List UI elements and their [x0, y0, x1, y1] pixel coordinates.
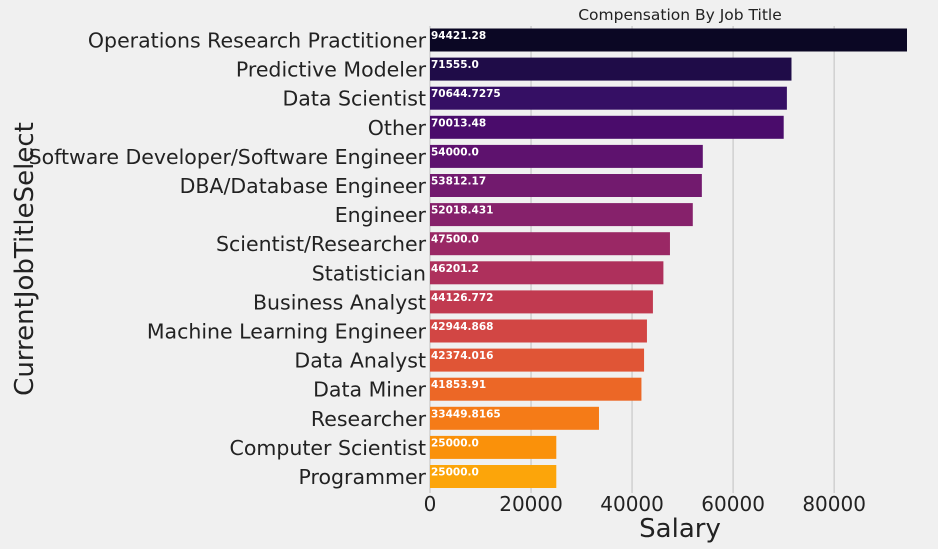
category-label: Operations Research Practitioner: [88, 29, 427, 53]
data-label: 70644.7275: [431, 88, 501, 100]
category-label: DBA/Database Engineer: [180, 174, 427, 198]
x-tick-labels: 0 20000 40000 60000 80000: [424, 492, 866, 516]
x-tick-label: 20000: [499, 492, 563, 516]
data-label: 44126.772: [431, 292, 493, 304]
data-label: 46201.2: [431, 263, 479, 275]
bar: [430, 465, 557, 488]
category-label: Machine Learning Engineer: [147, 320, 427, 344]
data-label: 53812.17: [431, 176, 486, 188]
y-axis-title: CurrentJobTitleSelect: [10, 122, 40, 396]
chart-title: Compensation By Job Title: [578, 6, 782, 24]
category-label: Data Scientist: [283, 87, 427, 111]
x-tick-label: 80000: [802, 492, 866, 516]
bar: [430, 261, 664, 285]
data-label: 71555.0: [431, 59, 479, 71]
bar: [430, 435, 557, 459]
data-label: 70013.48: [431, 117, 486, 129]
x-tick-label: 0: [424, 492, 437, 516]
bar: [430, 86, 787, 110]
category-label: Researcher: [311, 407, 427, 431]
category-label: Software Developer/Software Engineer: [29, 145, 427, 169]
bar: [430, 290, 653, 314]
category-label: Data Analyst: [294, 349, 426, 373]
data-label: 52018.431: [431, 205, 493, 217]
category-label: Statistician: [312, 261, 426, 285]
bar: [430, 377, 642, 401]
category-label: Engineer: [335, 203, 427, 227]
category-label: Scientist/Researcher: [216, 232, 427, 256]
bar: [430, 115, 784, 139]
category-labels: Operations Research Practitioner Predicti…: [29, 29, 427, 490]
bar: [430, 144, 703, 168]
bar: [430, 232, 670, 256]
category-label: Programmer: [298, 465, 426, 489]
data-labels: 94421.28 71555.0 70644.7275 70013.48 54000.0…: [431, 30, 501, 479]
bar: [430, 174, 702, 197]
bar: [430, 28, 907, 52]
category-label: Computer Scientist: [230, 436, 426, 460]
category-label: Predictive Modeler: [236, 58, 427, 82]
bar: [430, 57, 792, 81]
data-label: 25000.0: [431, 437, 479, 449]
bar: [430, 348, 645, 372]
data-label: 94421.28: [431, 30, 486, 42]
bars: [430, 28, 907, 488]
data-label: 42374.016: [431, 350, 493, 362]
bar: [430, 406, 599, 430]
x-axis-title: Salary: [639, 514, 721, 544]
bar: [430, 319, 647, 343]
category-label: Business Analyst: [253, 290, 426, 314]
category-label: Other: [368, 116, 427, 140]
bar: [430, 203, 693, 227]
x-tick-label: 60000: [701, 492, 765, 516]
category-label: Data Miner: [313, 378, 426, 402]
data-label: 42944.868: [431, 321, 493, 333]
data-label: 54000.0: [431, 146, 479, 158]
data-label: 25000.0: [431, 467, 479, 479]
data-label: 33449.8165: [431, 408, 501, 420]
data-label: 41853.91: [431, 379, 486, 391]
data-label: 47500.0: [431, 234, 479, 246]
x-tick-label: 40000: [600, 492, 664, 516]
